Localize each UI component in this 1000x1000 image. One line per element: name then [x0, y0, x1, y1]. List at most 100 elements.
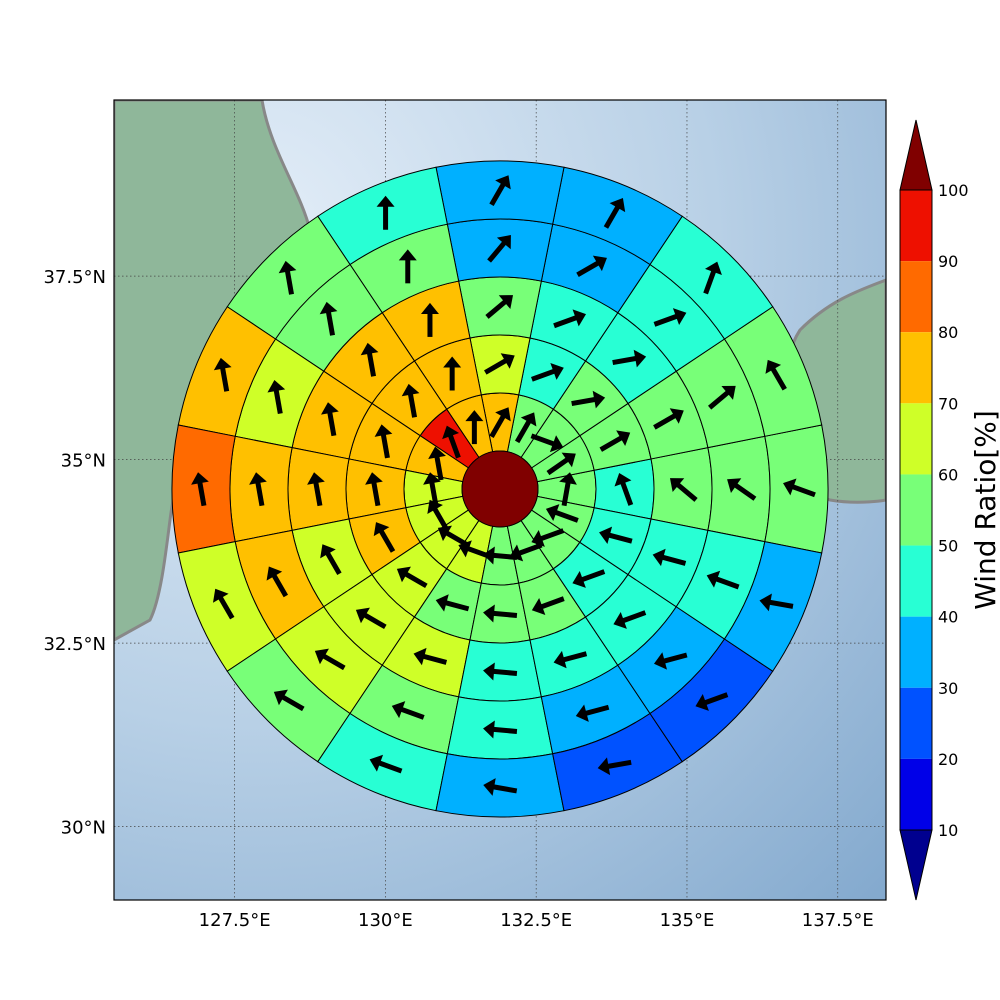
wind-arrow: [483, 662, 518, 681]
colorbar-tick-label: 60: [938, 465, 958, 484]
wind-arrow: [765, 359, 787, 391]
colorbar-tick-label: 10: [938, 821, 958, 840]
colorbar-tick-labels: 10 20 30 40 50 60 70 80 90 100: [938, 181, 969, 840]
wind-arrow: [483, 604, 518, 623]
wind-arrows: [191, 175, 816, 796]
x-tick-labels: 127.5°E 130°E 132.5°E 135°E 137.5°E: [199, 910, 874, 931]
wind-arrow: [320, 544, 342, 575]
wind-arrow: [545, 504, 579, 523]
x-tick-label: 127.5°E: [199, 910, 271, 931]
wind-arrow: [653, 308, 687, 327]
wind-arrow: [266, 566, 289, 598]
wind-arrow: [613, 610, 647, 629]
colorbar-segments: [899, 119, 933, 901]
wind-arrow: [484, 353, 515, 375]
wind-arrow: [483, 778, 518, 796]
colorbar-tick-label: 40: [938, 608, 958, 627]
wind-arrow: [321, 402, 339, 437]
wind-arrow: [652, 548, 687, 567]
map-frame: [113, 99, 887, 901]
colorbar-segment: [900, 403, 932, 475]
wind-arrow: [278, 260, 297, 295]
wind-arrow: [413, 647, 448, 666]
wind-arrow: [267, 380, 286, 414]
wind-arrow: [428, 446, 446, 481]
polar-cell: [171, 424, 236, 554]
wind-arrow: [273, 689, 305, 712]
colorbar: 10 20 30 40 50 60 70 80 90 100 Wind Ratio[%]: [899, 119, 1000, 901]
colorbar-segment: [900, 687, 932, 759]
map-panel: 127.5°E 130°E 132.5°E 135°E 137.5°E 30°N 32.5…: [43, 99, 887, 931]
wind-arrow: [576, 255, 607, 278]
colorbar-tick-label: 90: [938, 252, 958, 271]
wind-arrow: [597, 757, 632, 776]
wind-arrow: [572, 569, 606, 588]
wind-arrow: [546, 452, 576, 476]
wind-arrow: [365, 472, 383, 507]
wind-arrow: [531, 596, 565, 615]
wind-arrow: [423, 472, 441, 507]
wind-arrow: [401, 383, 420, 418]
wind-arrow: [509, 542, 543, 562]
wind-arrow: [483, 720, 518, 739]
polar-cell: [723, 541, 823, 672]
colorbar-segment: [900, 545, 932, 617]
colorbar-tick-label: 20: [938, 750, 958, 769]
colorbar-segment: [900, 332, 932, 404]
wind-arrow: [427, 499, 449, 531]
wind-arrow: [489, 175, 511, 206]
wind-arrow: [391, 701, 425, 720]
wind-arrow: [653, 652, 688, 670]
wind-arrow: [727, 478, 757, 501]
wind-arrow: [575, 704, 610, 722]
wind-arrow: [571, 390, 606, 409]
wind-arrow: [603, 198, 626, 229]
x-tick-label: 130°E: [358, 910, 413, 931]
y-tick-labels: 30°N 32.5°N 35°N 37.5°N: [43, 267, 106, 838]
wind-arrow: [355, 607, 387, 630]
colorbar-segment: [900, 758, 932, 830]
wind-arrow: [695, 692, 729, 711]
polar-cell: [435, 753, 565, 818]
colorbar-tick-label: 30: [938, 679, 958, 698]
wind-arrow: [553, 650, 588, 669]
colorbar-segment: [900, 190, 932, 262]
wind-arrow: [213, 357, 232, 392]
y-tick-label: 35°N: [61, 451, 106, 472]
wind-arrow: [485, 295, 514, 319]
wind-arrow: [376, 195, 395, 230]
wind-arrow: [191, 472, 209, 507]
colorbar-segment: [900, 616, 932, 688]
wind-arrow: [553, 309, 587, 329]
wind-arrow: [669, 478, 698, 502]
colorbar-frame: [899, 189, 933, 831]
colorbar-segment: [900, 261, 932, 333]
wind-arrow: [443, 356, 462, 391]
wind-arrow: [708, 385, 736, 410]
wind-arrow: [398, 249, 417, 284]
wind-arrow: [435, 594, 470, 612]
wind-arrow: [360, 342, 379, 377]
y-tick-label: 32.5°N: [43, 634, 106, 655]
wind-arrow: [314, 648, 346, 671]
wind-arrow: [653, 408, 684, 430]
colorbar-extend-max: [899, 119, 933, 191]
wind-arrow: [249, 472, 267, 507]
wind-arrow: [531, 528, 565, 547]
wind-arrow: [783, 478, 816, 498]
colorbar-extend-min: [899, 829, 933, 901]
colorbar-label: Wind Ratio[%]: [969, 410, 1000, 610]
wind-arrow: [374, 424, 393, 459]
wind-arrow: [614, 473, 634, 506]
colorbar-segment: [900, 474, 932, 546]
wind-arrow: [612, 349, 647, 368]
x-tick-label: 132.5°E: [500, 910, 572, 931]
center-cell: [461, 450, 539, 528]
wind-arrow: [531, 363, 564, 382]
wind-arrow: [559, 472, 577, 507]
wind-arrow: [373, 522, 396, 553]
wind-arrow: [212, 588, 235, 620]
wind-arrow: [396, 566, 428, 589]
wind-arrow: [530, 433, 564, 453]
